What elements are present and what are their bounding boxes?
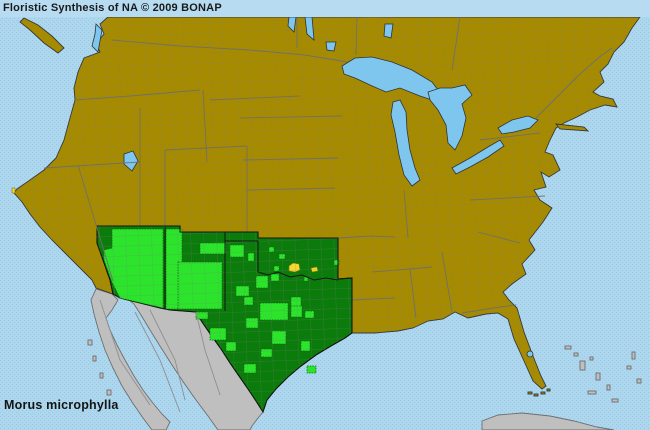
- great-salt-lake: [123, 150, 139, 172]
- outside-area-regions: [87, 288, 642, 430]
- bahamas-islands: [564, 345, 642, 403]
- lake-ontario: [497, 115, 539, 135]
- lake-huron: [427, 84, 473, 151]
- rare-county-california: [11, 187, 16, 194]
- lake-winnipeg: [287, 16, 297, 33]
- mexico-state-lines: [99, 299, 221, 413]
- lake-michigan: [390, 99, 421, 187]
- baja-california: [90, 288, 171, 430]
- lake-of-the-woods: [325, 41, 337, 52]
- florida-keys: [527, 388, 551, 397]
- map-title: Floristic Synthesis of NA © 2009 BONAP: [3, 2, 222, 14]
- species-label: Morus microphylla: [4, 398, 119, 412]
- map-title-bar: Floristic Synthesis of NA © 2009 BONAP: [0, 0, 650, 17]
- cuba: [481, 412, 615, 430]
- state-boundaries: [43, 16, 613, 319]
- vancouver-island: [19, 17, 65, 54]
- present-region-borders: [97, 225, 353, 333]
- lake-nipigon: [383, 23, 394, 39]
- lake-erie: [451, 139, 505, 175]
- baja-offshore-islands: [87, 339, 112, 396]
- long-island: [554, 123, 590, 132]
- lake-okeechobee: [526, 350, 534, 358]
- puget-sound: [91, 23, 103, 53]
- great-lakes: [91, 16, 539, 358]
- lake-manitoba: [304, 16, 315, 41]
